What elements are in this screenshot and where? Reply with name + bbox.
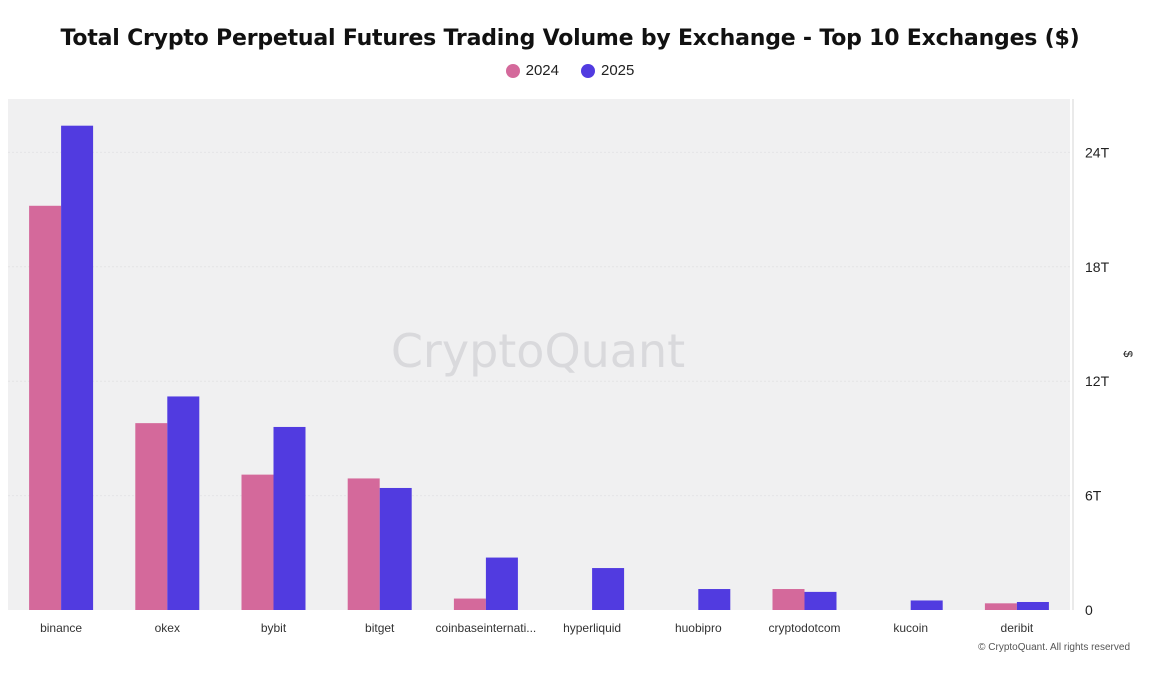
y-tick-label: 18T [1085, 259, 1110, 275]
bar-2025-deribit[interactable] [1016, 601, 1049, 610]
y-tick-label: 24T [1085, 144, 1110, 160]
x-tick-label: huobipro [675, 621, 722, 635]
bar-2025-bitget[interactable] [379, 487, 412, 610]
bar-2024-okex[interactable] [135, 423, 168, 610]
x-tick-label: coinbaseinternati... [436, 621, 537, 635]
bar-2025-bybit[interactable] [273, 426, 306, 610]
x-tick-label: hyperliquid [563, 621, 621, 635]
legend: 2024 2025 [0, 62, 1140, 79]
x-tick-label: kucoin [893, 621, 928, 635]
bar-2024-bitget[interactable] [347, 478, 380, 610]
bar-2024-bybit[interactable] [241, 474, 274, 610]
x-tick-label: binance [40, 621, 82, 635]
bar-2025-cryptodotcom[interactable] [804, 591, 837, 610]
bar-2024-coinbaseinternati[interactable] [453, 598, 486, 610]
y-tick-label: 6T [1085, 488, 1102, 504]
legend-label-2024: 2024 [525, 62, 559, 79]
bar-2025-binance[interactable] [61, 125, 94, 610]
x-tick-label: deribit [1001, 621, 1034, 635]
chart-title: Total Crypto Perpetual Futures Trading V… [60, 26, 1080, 51]
x-tick-label: bitget [365, 621, 395, 635]
y-axis-label: $ [1121, 351, 1135, 358]
x-tick-label: bybit [261, 621, 287, 635]
bar-2025-huobipro[interactable] [698, 589, 731, 610]
bar-2024-deribit[interactable] [984, 603, 1017, 610]
bar-2025-okex[interactable] [167, 396, 200, 610]
x-tick-label: okex [155, 621, 180, 635]
y-tick-label: 12T [1085, 373, 1110, 389]
legend-label-2025: 2025 [601, 62, 635, 79]
legend-item-2024[interactable]: 2024 [505, 62, 559, 79]
legend-swatch-2024 [505, 63, 520, 78]
bar-2025-kucoin[interactable] [910, 600, 943, 610]
legend-swatch-2025 [581, 63, 595, 78]
watermark: CryptoQuant [391, 324, 685, 378]
bar-2025-coinbaseinternati[interactable] [485, 557, 518, 610]
bar-2024-cryptodotcom[interactable] [772, 589, 805, 610]
y-tick-label: 0 [1085, 602, 1093, 618]
x-tick-label: cryptodotcom [768, 621, 840, 635]
footer-credit: © CryptoQuant. All rights reserved [978, 642, 1130, 653]
bar-2025-hyperliquid[interactable] [592, 568, 625, 610]
legend-item-2025[interactable]: 2025 [581, 62, 634, 79]
bar-2024-binance[interactable] [29, 205, 62, 610]
